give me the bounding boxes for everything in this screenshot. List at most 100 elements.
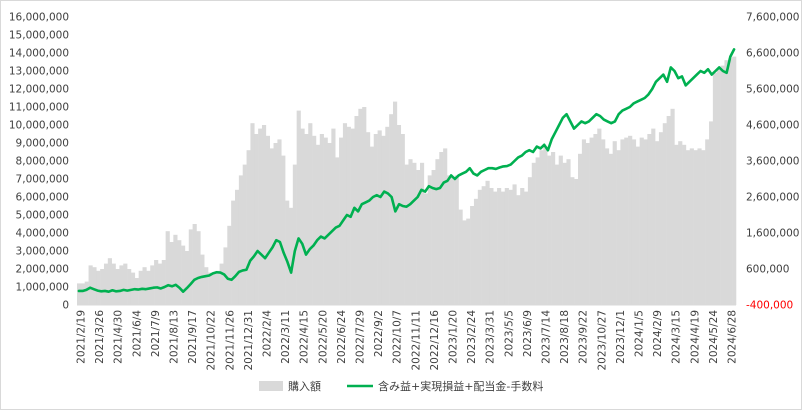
legend-label-bar: 購入額: [288, 379, 321, 393]
bar: [551, 152, 556, 305]
x-tick-label: 2024/1/5: [634, 310, 646, 357]
bar: [408, 159, 413, 305]
bar-series-group: [77, 56, 737, 306]
bar: [674, 144, 679, 305]
bar: [720, 65, 725, 305]
bar: [493, 191, 498, 305]
bar: [558, 155, 563, 305]
bar: [481, 186, 486, 305]
bar: [285, 200, 290, 305]
x-tick-label: 2021/12/31: [243, 310, 255, 371]
legend-swatch-bar: [259, 381, 283, 391]
left-tick-label: 14,000,000: [9, 48, 69, 60]
bar: [566, 159, 571, 305]
bar: [497, 188, 502, 305]
right-tick-label: 7,600,000: [746, 12, 799, 24]
x-tick-label: 2024/2/9: [652, 310, 664, 357]
x-tick-label: 2023/2/24: [466, 310, 478, 364]
bar: [601, 139, 606, 305]
left-tick-label: 1,000,000: [16, 282, 69, 294]
bar: [77, 283, 82, 305]
x-tick-label: 2023/7/14: [541, 310, 553, 364]
bar: [261, 125, 267, 305]
right-tick-label: -400,000: [746, 300, 793, 312]
bar: [369, 146, 375, 305]
bar: [389, 114, 394, 305]
bar: [304, 134, 309, 305]
bar: [535, 157, 540, 305]
bar: [111, 263, 116, 305]
bar: [211, 272, 217, 305]
right-tick-label: 5,600,000: [746, 84, 799, 96]
bar: [516, 195, 521, 305]
bar: [655, 141, 660, 305]
x-tick-label: 2021/6/4: [131, 310, 143, 357]
bar: [377, 130, 382, 305]
bar: [620, 139, 625, 305]
x-tick-label: 2022/12/16: [429, 310, 441, 371]
left-tick-label: 3,000,000: [16, 246, 69, 258]
bar: [250, 123, 255, 305]
bar: [639, 137, 644, 305]
left-tick-label: 4,000,000: [16, 228, 69, 240]
bar: [658, 132, 664, 305]
x-tick-label: 2022/4/15: [299, 310, 311, 364]
x-tick-label: 2024/5/24: [708, 310, 720, 364]
bar: [458, 209, 463, 305]
bar: [604, 148, 610, 305]
x-tick-label: 2022/6/24: [336, 310, 348, 364]
bar: [689, 148, 694, 305]
bar: [115, 269, 120, 305]
bar: [292, 164, 297, 305]
bar: [512, 184, 517, 305]
bar: [204, 267, 209, 305]
bar: [277, 139, 282, 305]
bar: [450, 177, 455, 305]
bar: [539, 150, 544, 305]
right-tick-label: 6,600,000: [746, 48, 799, 60]
right-tick-label: 600,000: [746, 264, 789, 276]
bar: [308, 123, 313, 305]
left-tick-label: 8,000,000: [16, 156, 69, 168]
bar: [473, 198, 479, 305]
bar: [312, 135, 317, 305]
bar: [423, 193, 428, 305]
bar: [682, 144, 687, 305]
x-tick-label: 2022/7/29: [355, 310, 367, 364]
left-tick-label: 10,000,000: [9, 120, 69, 132]
bar: [96, 270, 101, 305]
x-tick-label: 2022/11/11: [410, 310, 422, 371]
right-tick-label: 1,600,000: [746, 228, 799, 240]
bar: [107, 258, 112, 305]
bar: [712, 72, 718, 305]
bar: [593, 134, 598, 305]
left-tick-label: 9,000,000: [16, 138, 69, 150]
bar: [231, 200, 236, 305]
bar: [177, 240, 182, 305]
bar: [184, 251, 190, 305]
bar: [705, 139, 710, 305]
bar: [419, 162, 425, 305]
bar: [589, 137, 594, 305]
bar: [342, 123, 348, 305]
bar: [431, 170, 436, 305]
bar: [127, 269, 132, 305]
bar: [385, 126, 390, 305]
bar: [554, 164, 560, 305]
bar: [242, 164, 247, 305]
bar: [265, 135, 270, 305]
bar: [581, 139, 586, 305]
bar: [446, 175, 452, 305]
bar: [732, 56, 737, 305]
bar: [527, 177, 533, 305]
x-tick-label: 2021/3/26: [94, 310, 106, 364]
bar: [208, 272, 213, 305]
bar: [562, 162, 567, 305]
bar: [350, 128, 355, 305]
bar: [134, 278, 139, 305]
bar: [84, 281, 89, 305]
bar: [281, 155, 286, 305]
bar: [400, 134, 405, 305]
